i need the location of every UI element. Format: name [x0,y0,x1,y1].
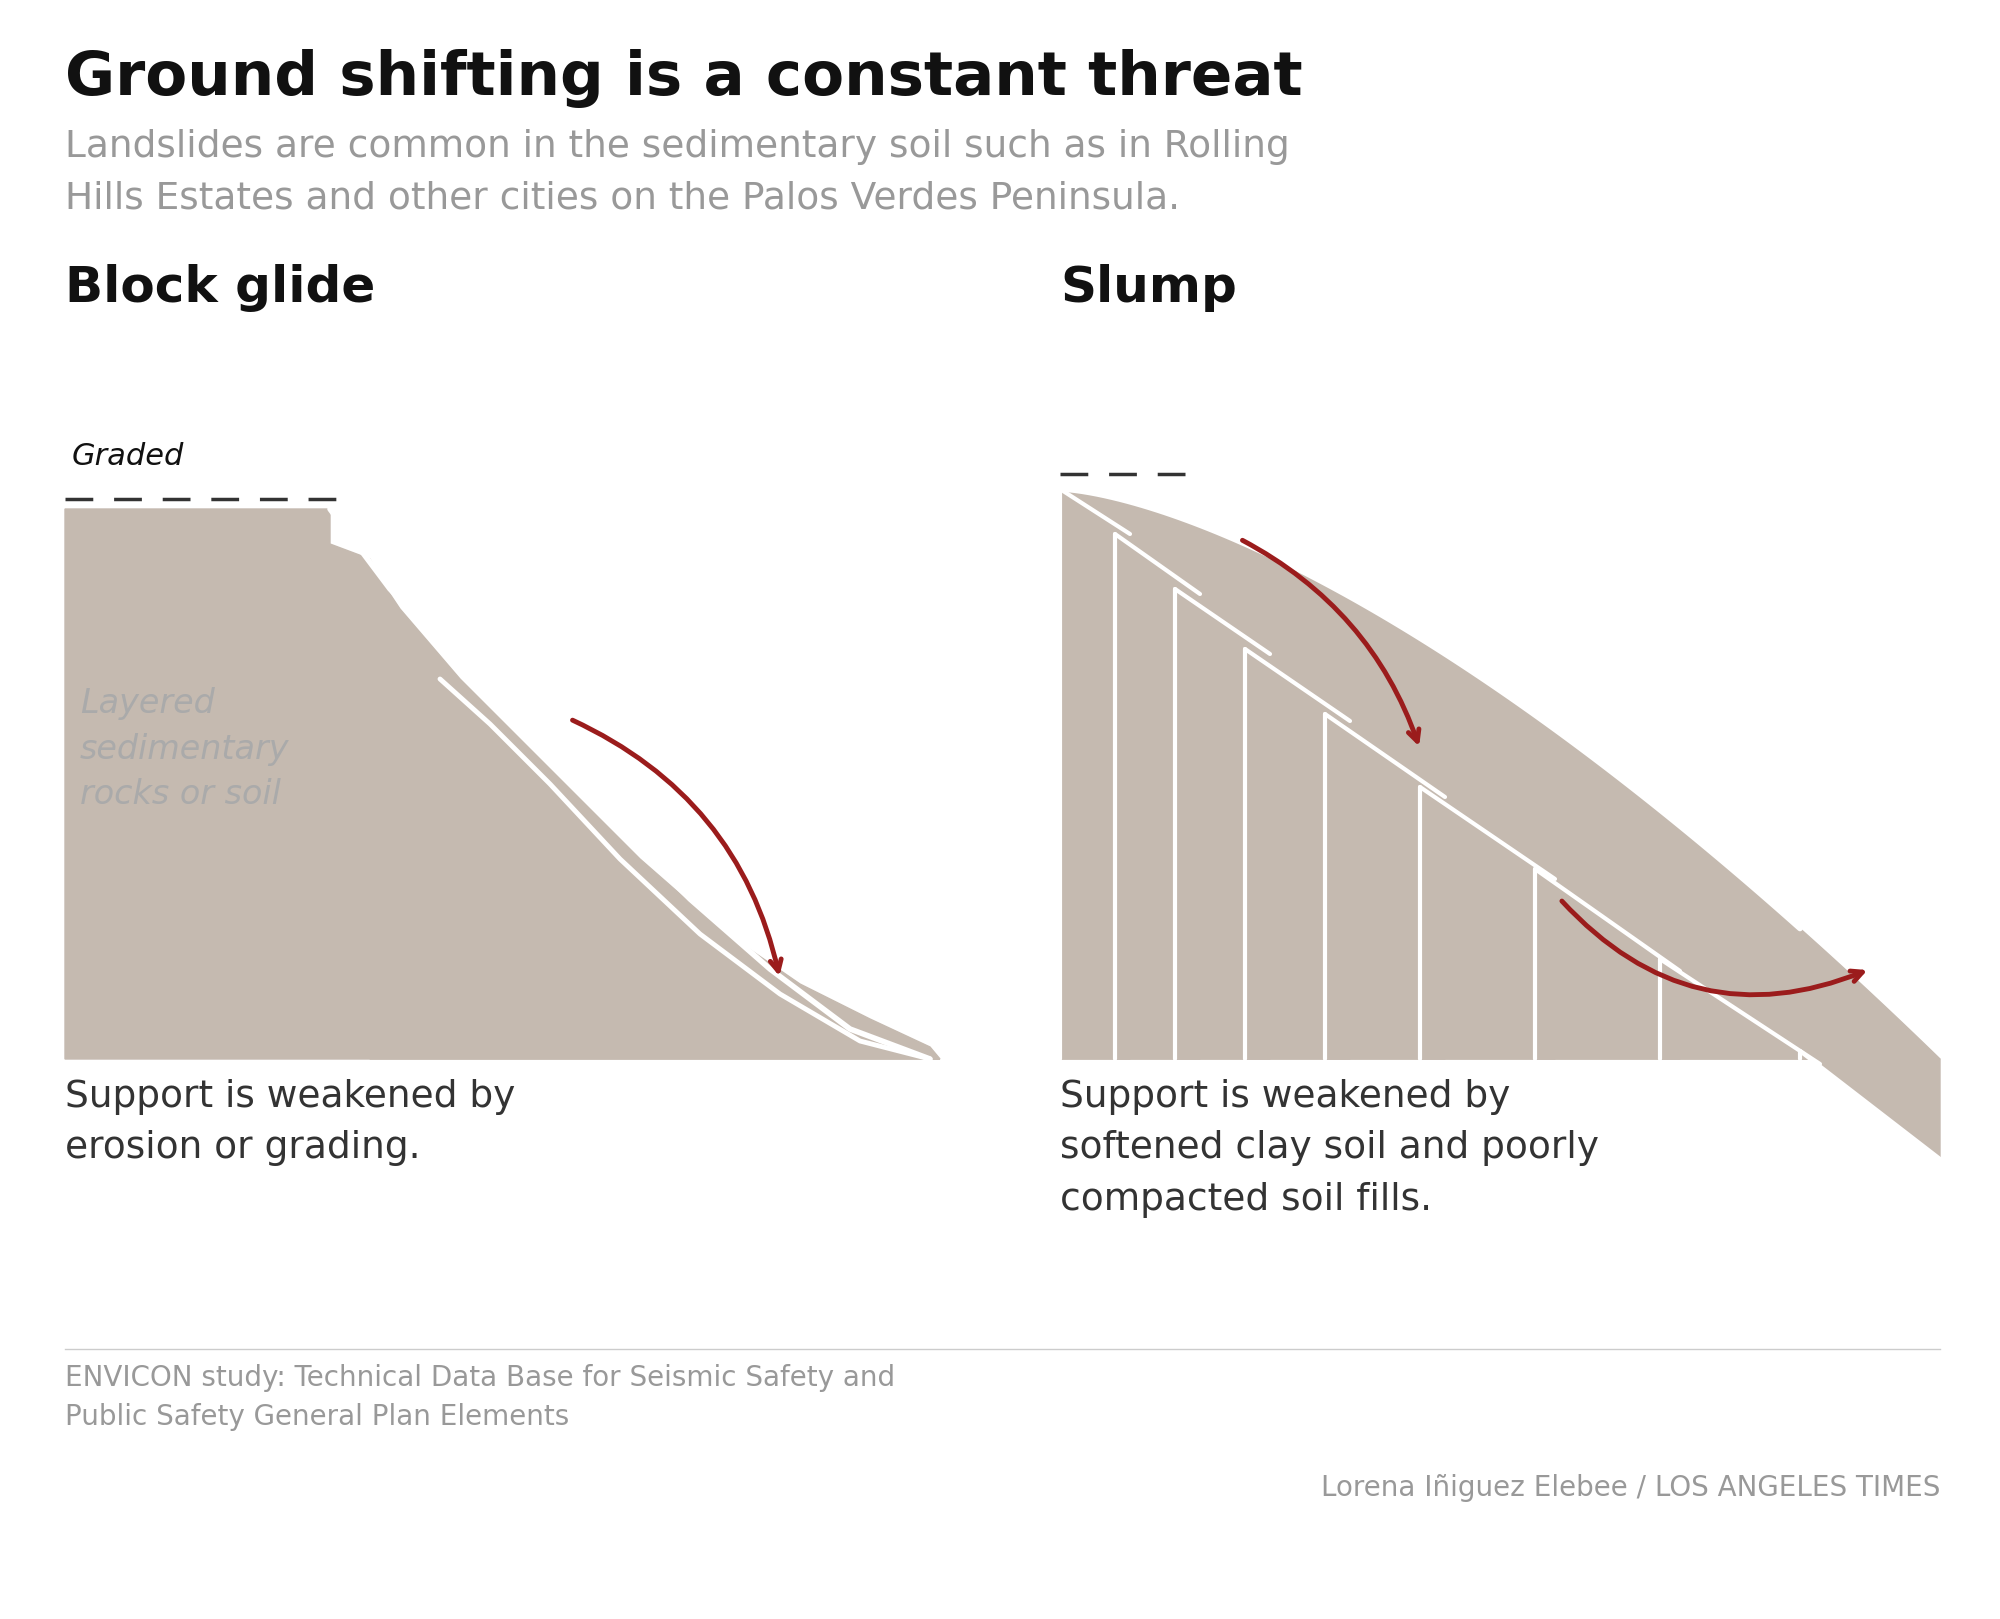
Text: Support is weakened by
erosion or grading.: Support is weakened by erosion or gradin… [64,1078,516,1166]
Polygon shape [1060,489,1940,1059]
Polygon shape [1800,1051,1940,1159]
Text: Graded: Graded [72,442,184,471]
Text: ENVICON study: Technical Data Base for Seismic Safety and
Public Safety General : ENVICON study: Technical Data Base for S… [64,1363,896,1431]
Polygon shape [1536,869,1680,1059]
Text: Layered
sedimentary
rocks or soil: Layered sedimentary rocks or soil [80,686,290,811]
Polygon shape [1324,714,1444,1059]
Polygon shape [1116,534,1200,1059]
Text: Support is weakened by
softened clay soil and poorly
compacted soil fills.: Support is weakened by softened clay soi… [1060,1078,1600,1217]
Text: Landslides are common in the sedimentary soil such as in Rolling
Hills Estates a: Landslides are common in the sedimentary… [64,130,1290,217]
Text: Ground shifting is a constant threat: Ground shifting is a constant threat [64,49,1302,108]
Polygon shape [1060,489,1130,1059]
Polygon shape [364,568,940,1059]
Text: Block glide: Block glide [64,264,376,312]
Polygon shape [1176,589,1270,1059]
Text: Slump: Slump [1060,264,1236,312]
Polygon shape [1660,958,1820,1064]
Polygon shape [1420,787,1556,1059]
Polygon shape [64,508,940,1059]
Text: Lorena Iñiguez Elebee / LOS ANGELES TIMES: Lorena Iñiguez Elebee / LOS ANGELES TIME… [1320,1473,1940,1502]
Polygon shape [1244,649,1350,1059]
